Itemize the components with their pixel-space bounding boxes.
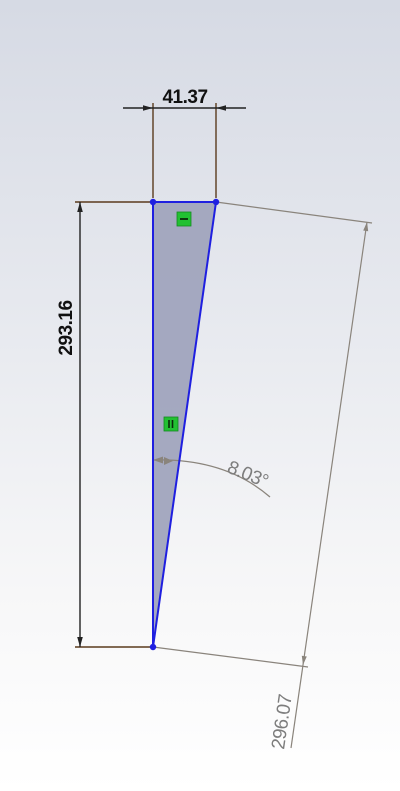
angle-arrow-left	[153, 456, 163, 464]
angle-arrow-right	[164, 457, 173, 465]
angle-dimension-value[interactable]: 8.03°	[224, 457, 271, 492]
height-dimension-value[interactable]: 293.16	[56, 300, 77, 355]
hypotenuse-leader-line	[290, 664, 304, 749]
horizontal-relation-icon[interactable]	[176, 211, 192, 227]
hypotenuse-dimension-value[interactable]: 296.07	[268, 693, 297, 751]
hypotenuse-dimension-line	[301, 221, 369, 666]
sketch-point-top-left[interactable]	[149, 198, 157, 206]
sketch-point-top-right[interactable]	[212, 198, 220, 206]
sketch-point-bottom[interactable]	[149, 643, 157, 651]
hypotenuse-extension-top	[215, 201, 373, 224]
vertical-relation-icon[interactable]	[163, 416, 179, 432]
width-dimension[interactable]: 41.37	[123, 87, 246, 198]
hypotenuse-extension-bottom	[152, 646, 309, 668]
width-dimension-value[interactable]: 41.37	[162, 87, 208, 108]
sketch-line-diagonal[interactable]	[152, 201, 217, 648]
height-dimension[interactable]: 293.16	[56, 201, 150, 648]
